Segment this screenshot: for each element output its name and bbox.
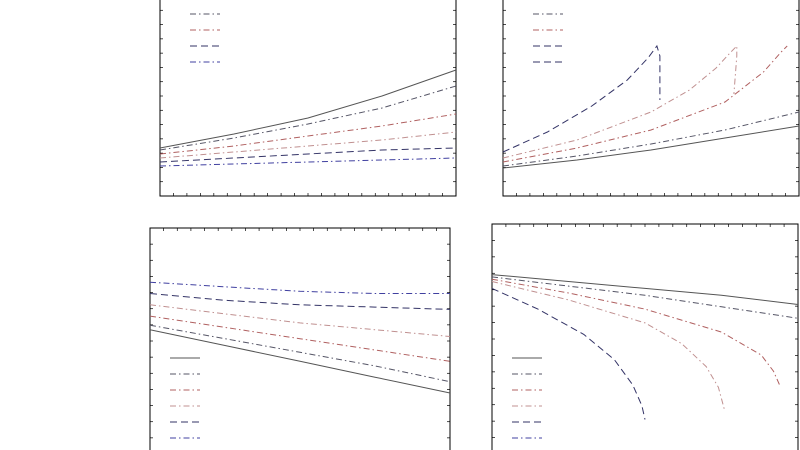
series-line-4	[159, 147, 457, 163]
series-line-0	[502, 125, 800, 169]
series-line-3	[159, 131, 457, 159]
axes-frame	[491, 223, 799, 450]
panel-top-left	[159, 0, 457, 197]
series-line-4	[149, 293, 451, 310]
series-line-1	[491, 276, 799, 319]
series-line-1	[502, 111, 800, 167]
series-line-5	[159, 157, 457, 167]
series-line-3	[491, 281, 726, 411]
series-line-2	[149, 315, 451, 362]
series-line-5	[149, 281, 450, 294]
series-line-1	[149, 324, 451, 383]
panel-bottom-left	[149, 227, 451, 450]
series-line-4	[491, 287, 646, 420]
series-line-1	[159, 85, 457, 151]
axes-frame	[502, 0, 800, 197]
series-line-4	[502, 44, 661, 153]
series-line-0	[491, 274, 799, 305]
axes-frame	[159, 0, 457, 197]
series-line-3	[502, 44, 738, 159]
series-line-0	[159, 69, 457, 149]
series-line-3	[149, 304, 451, 337]
panel-top-right	[502, 0, 800, 197]
panel-bottom-right	[491, 223, 799, 450]
series-line-0	[149, 329, 451, 394]
series-line-2	[502, 45, 788, 163]
series-line-2	[491, 278, 781, 386]
series-line-2	[159, 113, 457, 155]
